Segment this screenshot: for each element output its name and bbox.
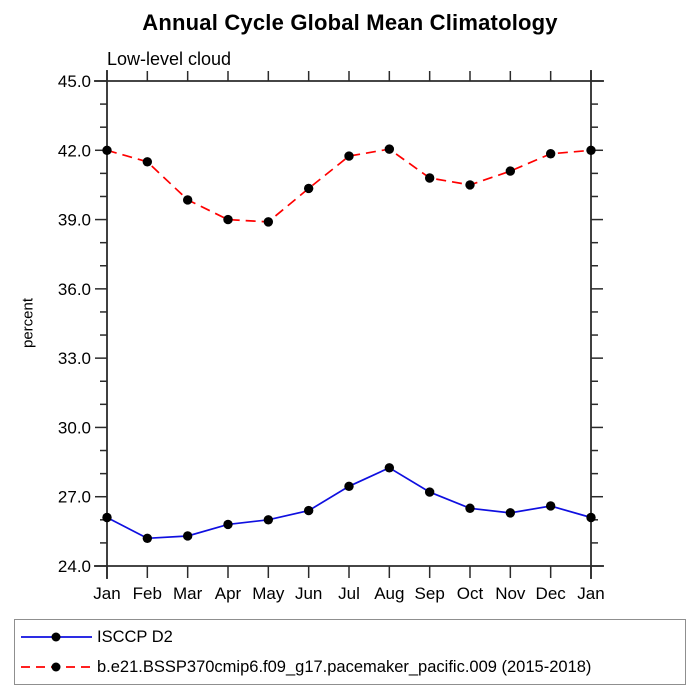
data-point-series-1 — [424, 173, 435, 183]
x-tick-label: Jan — [577, 584, 604, 603]
legend-line-sample-red-dashed-icon — [21, 662, 92, 672]
x-tick-label: Sep — [415, 584, 445, 603]
data-point-series-1 — [263, 217, 274, 227]
data-point-series-1 — [142, 157, 153, 167]
legend-label-model-run: b.e21.BSSP370cmip6.f09_g17.pacemaker_pac… — [97, 657, 592, 676]
y-tick-label: 42.0 — [58, 141, 91, 160]
plot-area: 24.0 27.0 30.0 33.0 36.0 39.0 42.0 45.0 Jan Feb Ma… — [58, 70, 605, 603]
x-tick-label: Jun — [295, 584, 322, 603]
data-point-series-1 — [505, 166, 516, 176]
data-point-series-0 — [545, 501, 556, 511]
data-point-series-1 — [182, 195, 193, 205]
data-point-series-0 — [263, 515, 274, 525]
data-point-series-1 — [545, 149, 556, 159]
legend-item-model-run: b.e21.BSSP370cmip6.f09_g17.pacemaker_pac… — [18, 652, 685, 682]
chart-subtitle: Low-level cloud — [107, 49, 232, 69]
series-line-0 — [106, 466, 592, 540]
x-tick-label: Jan — [93, 584, 120, 603]
data-point-series-1 — [303, 183, 314, 194]
x-tick-label: May — [252, 584, 285, 603]
legend-item-isccp-d2: ISCCP D2 — [18, 622, 685, 652]
data-point-series-1 — [586, 145, 596, 155]
legend-label-isccp-d2: ISCCP D2 — [97, 627, 173, 646]
data-point-series-0 — [182, 531, 193, 541]
data-point-series-0 — [303, 505, 314, 516]
x-tick-label: Aug — [374, 584, 404, 603]
legend-line-sample-blue-solid-icon — [21, 632, 92, 642]
data-point-series-0 — [384, 463, 395, 473]
y-tick-label: 45.0 — [58, 72, 91, 91]
y-tick-label: 36.0 — [58, 280, 91, 299]
y-tick-label: 30.0 — [58, 418, 91, 437]
y-tick-label: 33.0 — [58, 349, 91, 368]
y-tick-label: 24.0 — [58, 557, 91, 576]
data-point-series-0 — [505, 508, 516, 518]
x-tick-label: Nov — [495, 584, 526, 603]
data-point-series-1 — [344, 151, 354, 161]
x-tick-label: Mar — [173, 584, 203, 603]
data-point-series-1 — [223, 214, 233, 225]
data-point-series-1 — [384, 144, 395, 154]
x-tick-label: Apr — [215, 584, 242, 603]
legend-sample-marker — [51, 632, 61, 642]
data-point-series-0 — [424, 487, 435, 497]
x-tick-label: Oct — [457, 584, 484, 603]
x-tick-label: Dec — [536, 584, 567, 603]
data-point-series-0 — [344, 481, 354, 492]
data-point-series-0 — [223, 519, 233, 530]
x-tick-label: Jul — [338, 584, 360, 603]
legend-sample-marker — [51, 662, 61, 672]
data-point-series-0 — [465, 503, 475, 513]
y-tick-label: 27.0 — [58, 488, 91, 507]
data-point-series-0 — [142, 533, 153, 543]
data-point-series-1 — [102, 145, 112, 155]
x-tick-label: Feb — [133, 584, 162, 603]
legend: ISCCP D2 b.e21.BSSP370cmip6.f09_g17.pace… — [14, 619, 686, 685]
chart-title: Annual Cycle Global Mean Climatology — [142, 10, 558, 35]
y-tick-label: 39.0 — [58, 211, 91, 230]
data-point-series-0 — [586, 512, 596, 523]
data-point-series-0 — [102, 512, 112, 523]
data-point-series-1 — [465, 180, 475, 190]
